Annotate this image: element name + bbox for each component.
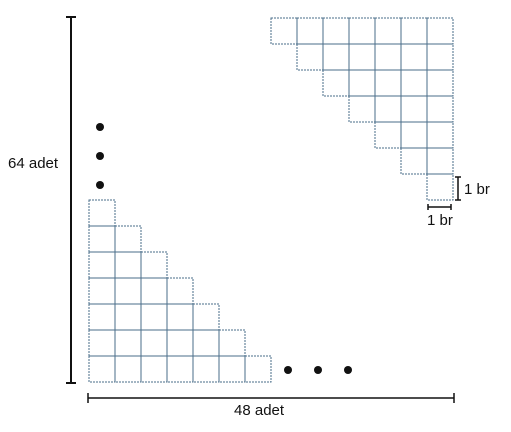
unit-square [88,329,116,357]
unit-square [140,329,168,357]
unit-square [244,355,272,383]
unit-square [426,43,454,71]
unit-square [166,277,194,305]
unit-square [348,95,376,123]
ellipsis-dot [314,366,322,374]
unit-square [426,69,454,97]
unit-square [426,173,454,201]
unit-square [114,225,142,253]
ellipsis-dot [96,181,104,189]
unit-square [192,329,220,357]
unit-square [374,43,402,71]
unit-square [400,147,428,175]
ellipsis-dot [96,123,104,131]
unit-square [322,69,350,97]
unit-square [218,355,246,383]
unit-square [114,329,142,357]
unit-square [88,303,116,331]
ellipsis-dot [96,152,104,160]
unit-square [114,251,142,279]
unit-square [400,43,428,71]
unit-square [88,199,116,227]
unit-square [114,303,142,331]
unit-square [192,303,220,331]
unit-square [322,17,350,45]
unit-width-label: 1 br [427,212,453,229]
unit-square [400,95,428,123]
unit-square [426,95,454,123]
bottom-left-staircase [88,199,272,383]
unit-square [374,95,402,123]
width-count-label: 48 adet [234,402,285,419]
unit-square [348,69,376,97]
unit-square [374,121,402,149]
unit-square [88,277,116,305]
unit-square [296,43,324,71]
vertical-ellipsis [96,123,104,189]
unit-square [114,277,142,305]
height-count-label: 64 adet [8,155,59,172]
unit-square [348,43,376,71]
unit-height-label: 1 br [464,181,490,198]
unit-square [140,355,168,383]
unit-square [166,329,194,357]
ellipsis-dot [284,366,292,374]
unit-square [88,225,116,253]
unit-square [400,121,428,149]
unit-square [374,69,402,97]
unit-square [218,329,246,357]
unit-square [400,17,428,45]
unit-square [192,355,220,383]
unit-square [426,17,454,45]
unit-square [88,251,116,279]
unit-square [140,303,168,331]
unit-square [296,17,324,45]
unit-square [322,43,350,71]
unit-square [400,69,428,97]
unit-square [114,355,142,383]
unit-square [166,303,194,331]
unit-square [426,121,454,149]
unit-square [374,17,402,45]
unit-square [140,277,168,305]
top-right-staircase [270,17,454,201]
unit-square [166,355,194,383]
unit-square [270,17,298,45]
unit-square [140,251,168,279]
unit-square [348,17,376,45]
ellipsis-dot [344,366,352,374]
horizontal-ellipsis [284,366,352,374]
unit-square [88,355,116,383]
unit-square [426,147,454,175]
